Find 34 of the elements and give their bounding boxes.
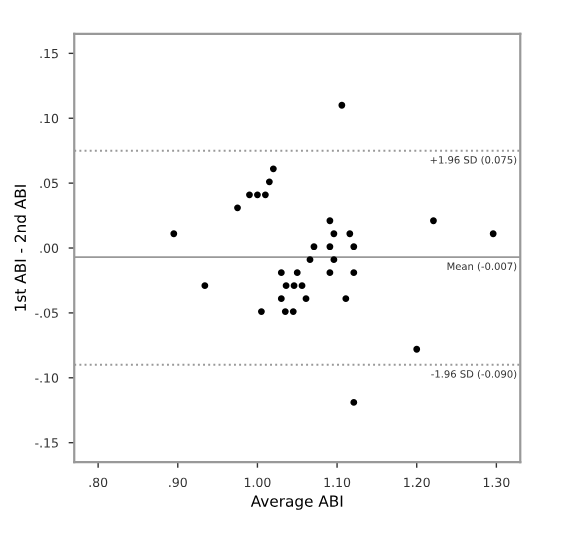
point [326,243,334,251]
point [281,308,289,316]
point [201,282,209,290]
point [298,282,306,290]
point [254,191,261,199]
point [289,308,297,316]
point [277,295,285,303]
point [326,217,334,225]
point [277,269,285,277]
point [330,256,338,264]
point [170,230,178,238]
point [326,269,334,277]
point [246,191,253,199]
point [290,282,298,290]
point [342,295,350,303]
point [350,269,358,277]
point [338,101,346,109]
point [261,191,269,199]
point [302,295,310,303]
point [282,282,290,290]
point [489,230,497,238]
point [330,230,338,238]
point [310,243,318,251]
point [258,308,265,316]
point [430,217,437,225]
point [306,256,314,264]
point [350,243,358,251]
point [346,230,354,238]
point [350,399,358,406]
point [293,269,301,277]
point [413,345,421,353]
point [269,165,277,173]
point [234,204,241,212]
point [265,178,273,186]
